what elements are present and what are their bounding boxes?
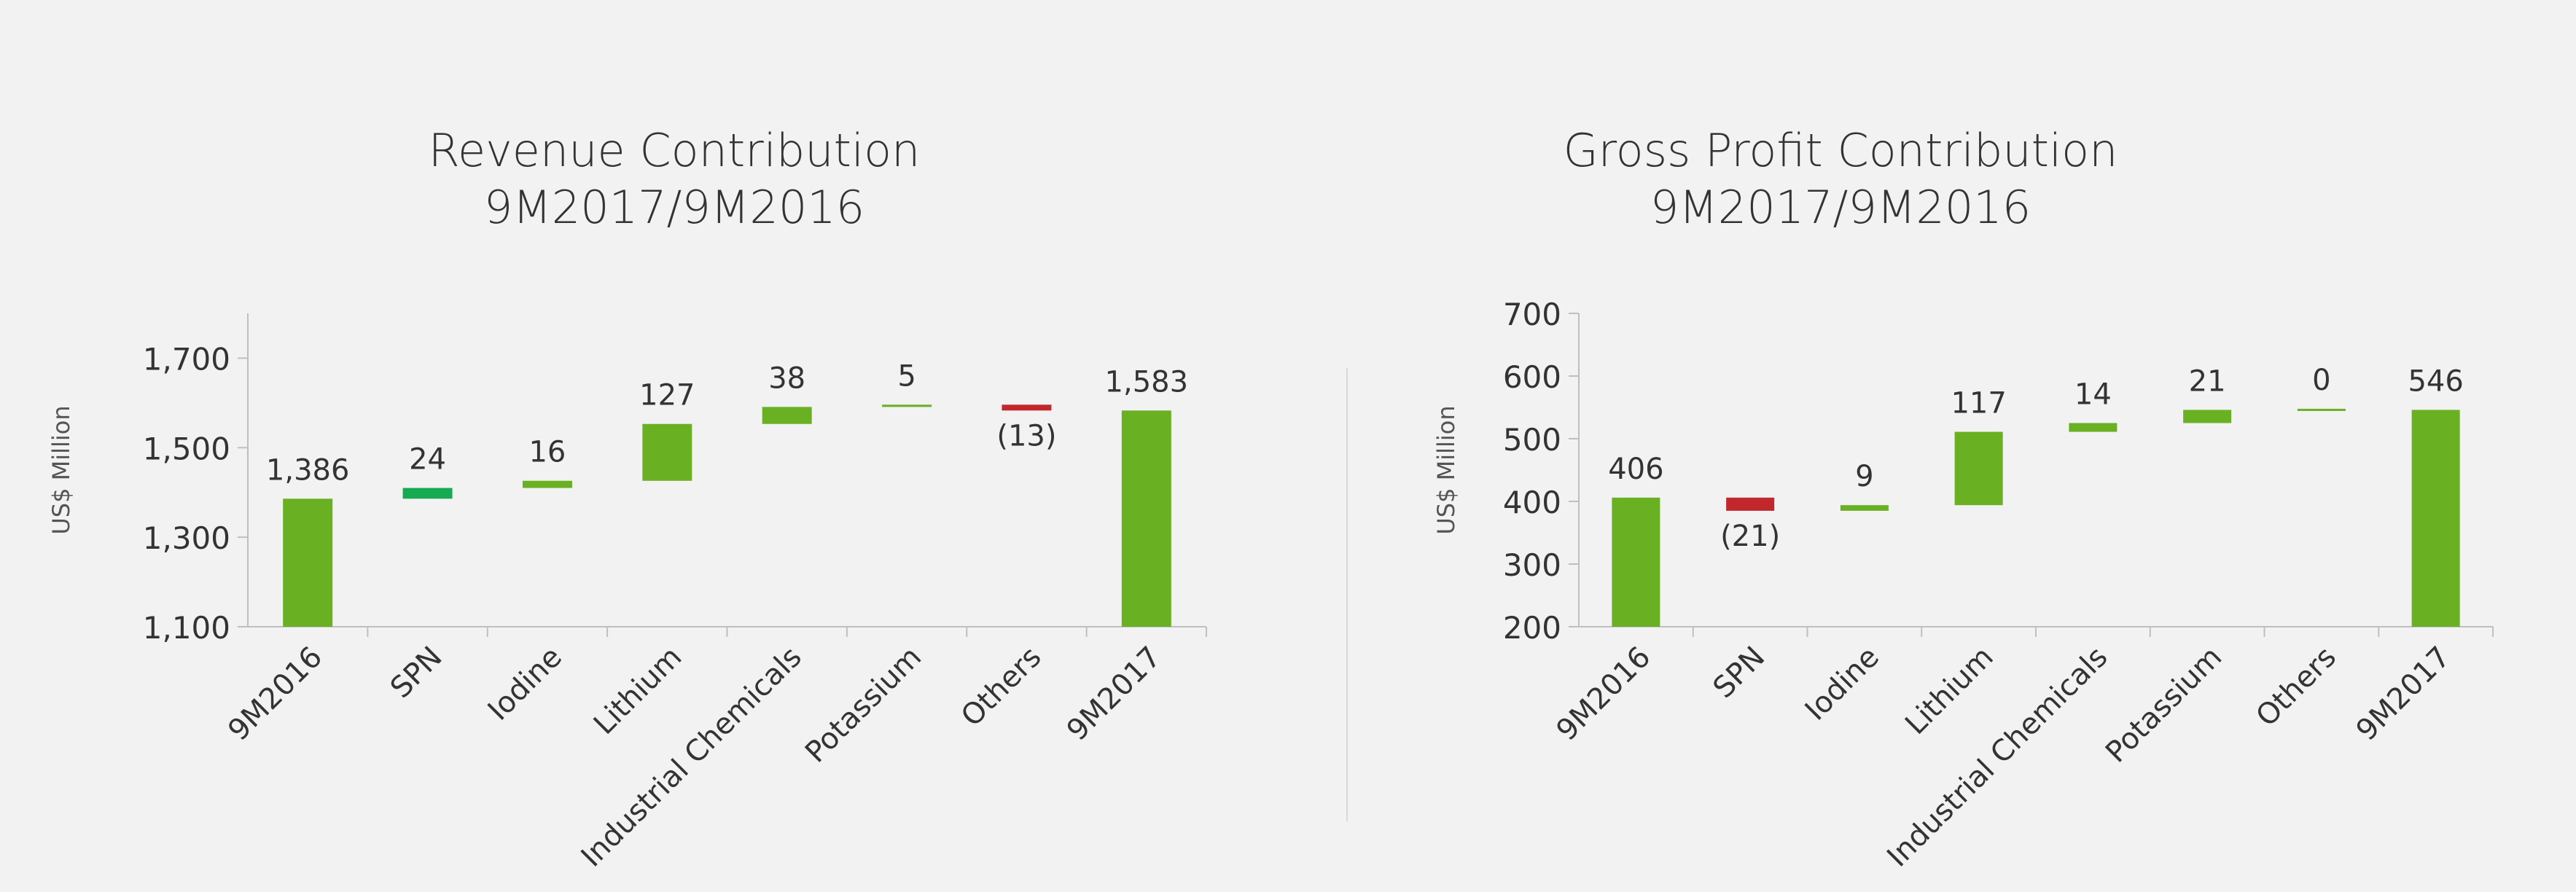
- data-label: 1,386: [266, 453, 350, 487]
- data-label: 117: [1951, 387, 2006, 420]
- x-tick-label: SPN: [1706, 641, 1771, 705]
- chart-subtitle: 9M2017/9M2016: [1650, 181, 2031, 234]
- data-label: 9: [1855, 460, 1873, 493]
- panel-divider: [1346, 368, 1348, 821]
- y-tick-label: 1,500: [143, 431, 230, 466]
- bar: [522, 480, 572, 488]
- chart-title: Revenue Contribution 9M2017/9M2016: [0, 122, 1349, 236]
- x-tick-label: Potassium: [2099, 641, 2228, 770]
- chart-subtitle: 9M2017/9M2016: [483, 181, 865, 234]
- data-label: 546: [2408, 364, 2463, 398]
- bar: [1002, 404, 1052, 411]
- bar: [2069, 423, 2118, 432]
- data-label: 1,583: [1105, 365, 1189, 399]
- gross-profit-chart-panel: Gross Profit Contribution 9M2017/9M2016 …: [1349, 0, 2576, 892]
- y-axis-label: US$ Million: [1432, 405, 1460, 534]
- gross-profit-waterfall-chart: 200 300 400 500 600 700 US$ Million 406 9M2016 (2…: [1432, 297, 2494, 874]
- bar: [1954, 431, 2003, 506]
- x-tick-label: 9M2016: [1550, 641, 1658, 748]
- revenue-waterfall-chart: 1,100 1,300 1,500 1,700 US$ Million 1,386 9M20…: [47, 313, 1207, 874]
- x-tick-label: Iodine: [482, 641, 569, 727]
- data-label: 127: [639, 379, 695, 412]
- chart-title: Gross Profit Contribution 9M2017/9M2016: [1349, 122, 2271, 236]
- bar: [1612, 497, 1660, 627]
- chart-title-line1: Revenue Contribution: [428, 124, 921, 177]
- x-tick-label: Iodine: [1799, 641, 1886, 727]
- x-tick-label: Potassium: [799, 641, 928, 770]
- x-tick-label: Lithium: [1899, 641, 2000, 742]
- y-tick-label: 200: [1503, 610, 1561, 646]
- bar: [283, 498, 333, 627]
- data-label: 21: [2189, 364, 2226, 398]
- data-label: (13): [996, 419, 1056, 453]
- bar: [882, 404, 932, 407]
- y-tick-label: 600: [1503, 359, 1561, 395]
- bar: [2297, 408, 2346, 411]
- x-tick-label: Industrial Chemicals: [575, 641, 808, 874]
- data-label: 38: [768, 361, 805, 395]
- x-tick-label: Others: [955, 641, 1048, 734]
- x-tick-label: SPN: [384, 641, 449, 705]
- data-label: 16: [528, 436, 566, 469]
- data-label: 0: [2312, 364, 2330, 397]
- y-axis-label: US$ Million: [47, 405, 75, 534]
- bar: [642, 423, 692, 481]
- data-label: (21): [1720, 520, 1780, 553]
- x-tick-label: Lithium: [588, 641, 689, 742]
- y-tick-label: 300: [1503, 547, 1561, 583]
- bar: [762, 407, 812, 424]
- y-tick-label: 1,300: [143, 520, 230, 556]
- bar: [1840, 505, 1889, 511]
- x-tick-label: 9M2017: [2350, 641, 2457, 748]
- y-tick-label: 500: [1503, 422, 1561, 458]
- y-tick-label: 700: [1503, 297, 1561, 332]
- bar: [2411, 410, 2460, 627]
- bar: [1726, 497, 1775, 511]
- data-label: 24: [409, 443, 446, 477]
- x-tick-label: Others: [2249, 641, 2343, 734]
- revenue-chart-panel: Revenue Contribution 9M2017/9M2016 1,100…: [0, 122, 1349, 874]
- data-label: 406: [1608, 453, 1663, 486]
- bar: [402, 488, 453, 499]
- x-tick-label: 9M2017: [1061, 641, 1168, 748]
- x-tick-label: Industrial Chemicals: [1881, 641, 2114, 874]
- y-tick-label: 1,700: [143, 341, 230, 377]
- bar: [1121, 410, 1171, 627]
- y-tick-label: 1,100: [143, 610, 230, 646]
- chart-title-line1: Gross Profit Contribution: [1563, 124, 2118, 177]
- data-label: 5: [897, 359, 916, 393]
- y-tick-label: 400: [1503, 485, 1561, 520]
- bar: [2183, 410, 2232, 423]
- data-label: 14: [2075, 378, 2112, 412]
- x-tick-label: 9M2016: [222, 641, 329, 748]
